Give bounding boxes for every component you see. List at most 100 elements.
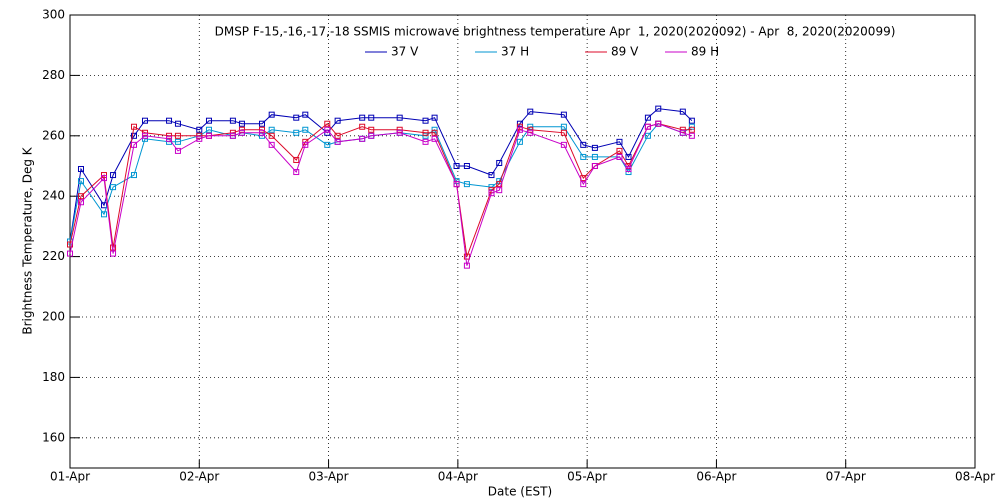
x-tick-label: 06-Apr	[696, 470, 736, 484]
data-point	[463, 253, 470, 260]
data-point	[431, 126, 438, 133]
data-point	[679, 108, 686, 115]
data-point	[77, 199, 84, 206]
data-point	[130, 141, 137, 148]
x-tick-label: 02-Apr	[179, 470, 219, 484]
data-point	[516, 126, 523, 133]
legend-label: 37 V	[391, 45, 419, 59]
data-point	[141, 132, 148, 139]
x-axis-label: Date (EST)	[488, 485, 552, 499]
data-point	[166, 135, 173, 142]
data-point	[77, 178, 84, 185]
data-point	[463, 181, 470, 188]
data-point	[258, 129, 265, 136]
x-tick-label: 05-Apr	[567, 470, 607, 484]
data-point	[431, 114, 438, 121]
data-point	[644, 132, 651, 139]
series-line	[69, 108, 693, 242]
data-point	[453, 181, 460, 188]
data-point	[688, 126, 695, 133]
data-point	[302, 141, 309, 148]
data-point	[655, 105, 662, 112]
data-point	[67, 241, 73, 248]
data-point	[174, 132, 181, 139]
data-point	[560, 129, 567, 136]
data-point	[141, 117, 148, 124]
data-point	[679, 129, 686, 136]
data-point	[130, 132, 137, 139]
data-point	[396, 129, 403, 136]
data-point	[591, 153, 598, 160]
data-point	[334, 138, 341, 145]
y-tick-label: 200	[42, 310, 65, 324]
data-point	[77, 166, 84, 173]
data-point	[527, 108, 534, 115]
data-point	[359, 123, 366, 130]
series-line	[69, 123, 692, 257]
data-point	[368, 126, 375, 133]
data-point	[679, 126, 686, 133]
data-point	[174, 120, 181, 127]
y-tick-label: 180	[42, 370, 65, 384]
data-point	[368, 132, 375, 139]
data-point	[422, 138, 429, 145]
data-point	[580, 141, 587, 148]
data-point	[422, 117, 429, 124]
data-point	[324, 141, 331, 148]
data-point	[205, 117, 212, 124]
y-tick-label: 260	[42, 128, 65, 142]
series-line	[69, 123, 693, 266]
data-point	[463, 262, 470, 269]
data-point	[463, 163, 470, 169]
data-point	[516, 123, 523, 130]
data-point	[110, 184, 117, 191]
legend-label: 89 V	[611, 45, 639, 59]
data-point	[77, 193, 84, 200]
data-point	[268, 132, 275, 139]
data-point	[196, 126, 203, 133]
y-tick-label: 280	[42, 68, 65, 82]
data-point	[488, 187, 495, 194]
data-point	[616, 147, 623, 154]
y-tick-label: 240	[42, 189, 65, 203]
data-point	[174, 138, 181, 145]
data-point	[334, 117, 341, 124]
plot-frame	[69, 14, 976, 469]
data-point	[368, 114, 375, 121]
data-point	[229, 132, 236, 139]
data-point	[516, 138, 523, 145]
data-point	[431, 129, 438, 136]
data-point	[396, 114, 403, 121]
data-point	[488, 172, 495, 179]
data-point	[229, 117, 236, 124]
data-point	[293, 156, 300, 163]
x-tick-label: 03-Apr	[309, 470, 349, 484]
data-point	[625, 153, 632, 160]
data-point	[130, 123, 137, 130]
data-point	[268, 126, 275, 133]
data-point	[166, 132, 173, 139]
data-point	[302, 111, 309, 118]
data-point	[527, 123, 534, 130]
data-point	[141, 129, 148, 136]
data-point	[205, 126, 212, 133]
y-tick-label: 220	[42, 249, 65, 263]
data-point	[688, 117, 695, 124]
data-point	[527, 129, 534, 136]
data-point	[560, 141, 567, 148]
data-point	[268, 111, 275, 118]
data-point	[655, 120, 662, 127]
data-point	[431, 135, 438, 142]
data-point	[110, 172, 117, 179]
data-point	[688, 123, 695, 130]
data-point	[580, 181, 587, 188]
data-point	[258, 120, 265, 127]
legend-label: 37 H	[501, 45, 529, 59]
data-point	[67, 250, 73, 257]
chart-title: DMSP F-15,-16,-17,-18 SSMIS microwave br…	[215, 25, 896, 39]
data-point	[527, 126, 534, 133]
data-point	[302, 126, 309, 133]
data-point	[258, 126, 265, 133]
data-point	[560, 111, 567, 118]
data-point	[238, 126, 245, 133]
